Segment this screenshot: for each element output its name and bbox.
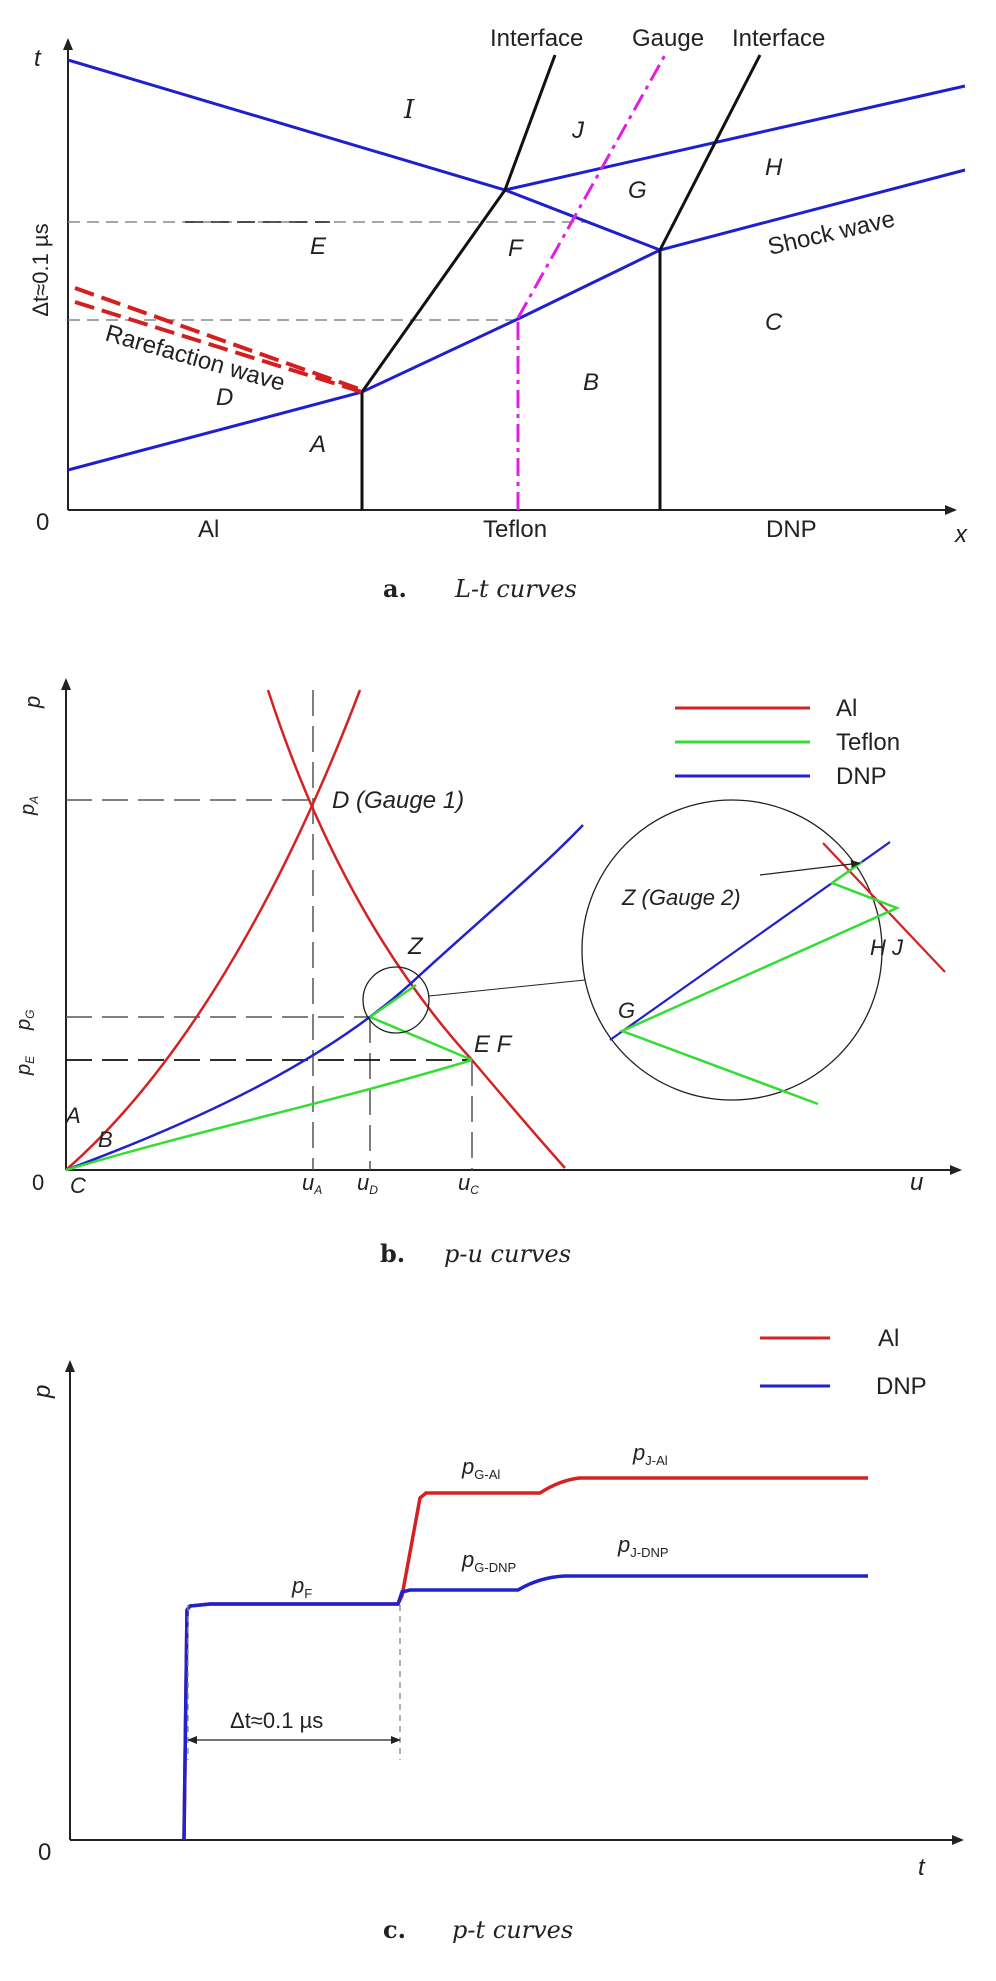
region-H: H [765, 154, 783, 181]
dnp-pt-curve [182, 1574, 868, 1841]
al-curve-falling [266, 689, 566, 1169]
origin-label-c: 0 [38, 1839, 51, 1866]
caption-a-letter: a. [383, 574, 407, 603]
origin-label: 0 [36, 509, 49, 536]
legend-al-label: Al [836, 695, 857, 722]
t-axis-label-c: t [918, 1854, 926, 1881]
tick-uD: uD [357, 1170, 378, 1197]
t-axis-label: t [34, 45, 42, 72]
point-A: A [64, 1103, 81, 1128]
caption-c-text: p-t curves [452, 1916, 573, 1944]
inset-Z-label: Z (Gauge 2) [621, 885, 741, 910]
label-pF: pF [291, 1573, 312, 1601]
panel-b: p u 0 pA pG pE uA uD uC [13, 678, 962, 1268]
point-D: D (Gauge 1) [332, 787, 464, 814]
region-A: A [308, 431, 326, 458]
region-I: I [403, 95, 415, 125]
rarefaction-line-1 [74, 286, 363, 392]
legend-teflon-label: Teflon [836, 729, 900, 756]
tick-pA: pA [17, 796, 41, 816]
label-pG-Al: pG-Al [461, 1454, 500, 1482]
inset-teflon-zigzag [618, 860, 901, 1106]
caption-c-letter: c. [383, 1915, 406, 1944]
point-EF: E F [474, 1031, 513, 1058]
inset-arrow [759, 860, 861, 876]
al-pt-curve [182, 1476, 868, 1841]
teflon-reflection [369, 1015, 473, 1062]
u-axis-label: u [910, 1169, 923, 1196]
inset-G-label: G [618, 998, 635, 1023]
region-C: C [765, 309, 783, 336]
region-B: B [583, 369, 599, 396]
interface-right-path [658, 54, 762, 251]
tick-pG: pG [13, 1010, 37, 1031]
gauge-label: Gauge [632, 25, 704, 52]
point-Z: Z [407, 933, 424, 960]
rarefaction-line-2 [74, 300, 363, 394]
shock-wave-line [67, 168, 966, 472]
gauge-path [516, 54, 667, 319]
zoom-circle-small [362, 966, 430, 1034]
point-C: C [70, 1173, 86, 1198]
legend-c-dnp-label: DNP [876, 1373, 927, 1400]
zoom-circle-inset [581, 799, 883, 1101]
legend-c-al-label: Al [878, 1325, 899, 1352]
material-al: Al [198, 516, 219, 543]
dnp-curve [65, 824, 584, 1172]
shock-wave-label: Shock wave [765, 205, 897, 260]
panel-a: t x 0 Δt≈0.1 µs Interface Gauge Interfac… [28, 25, 968, 603]
tick-uA: uA [302, 1170, 322, 1197]
reflected-wave-line [504, 84, 966, 192]
p-axis-label-c: p [29, 1385, 56, 1399]
legend-c: Al DNP [760, 1325, 927, 1400]
caption-b-text: p-u curves [444, 1240, 571, 1268]
x-axis-label: x [954, 521, 968, 548]
interface-left-path [360, 54, 557, 393]
teflon-zigzag [369, 983, 417, 1019]
legend-dnp-label: DNP [836, 763, 887, 790]
material-dnp: DNP [766, 516, 817, 543]
dt-label-c: Δt≈0.1 µs [230, 1708, 323, 1733]
legend-b: Al Teflon DNP [675, 695, 900, 790]
label-pJ-Al: pJ-Al [632, 1440, 668, 1468]
region-J: J [571, 117, 585, 144]
region-G: G [628, 177, 647, 204]
panel-c: p t 0 Δt≈0.1 µs pF pG-Al pJ-Al pG-DNP pJ… [29, 1325, 964, 1944]
tick-uC: uC [458, 1170, 479, 1197]
zoom-connector [428, 979, 586, 997]
point-B: B [98, 1127, 113, 1152]
label-pG-DNP: pG-DNP [461, 1547, 516, 1575]
inset-HJ-label: H J [870, 935, 904, 960]
dt-label: Δt≈0.1 µs [28, 223, 53, 316]
label-pJ-DNP: pJ-DNP [617, 1532, 669, 1560]
interface-right-label: Interface [732, 25, 825, 52]
origin-label-b: 0 [32, 1170, 44, 1195]
region-F: F [508, 235, 524, 262]
interface-left-label: Interface [490, 25, 583, 52]
region-D: D [216, 384, 233, 411]
region-E: E [310, 233, 327, 260]
p-axis-label: p [20, 696, 45, 709]
material-teflon: Teflon [483, 516, 547, 543]
caption-b-letter: b. [380, 1239, 405, 1268]
tick-pE: pE [13, 1055, 37, 1076]
caption-a-text: L-t curves [454, 575, 577, 603]
teflon-curve [65, 1058, 473, 1172]
al-curve-rising [65, 689, 362, 1171]
